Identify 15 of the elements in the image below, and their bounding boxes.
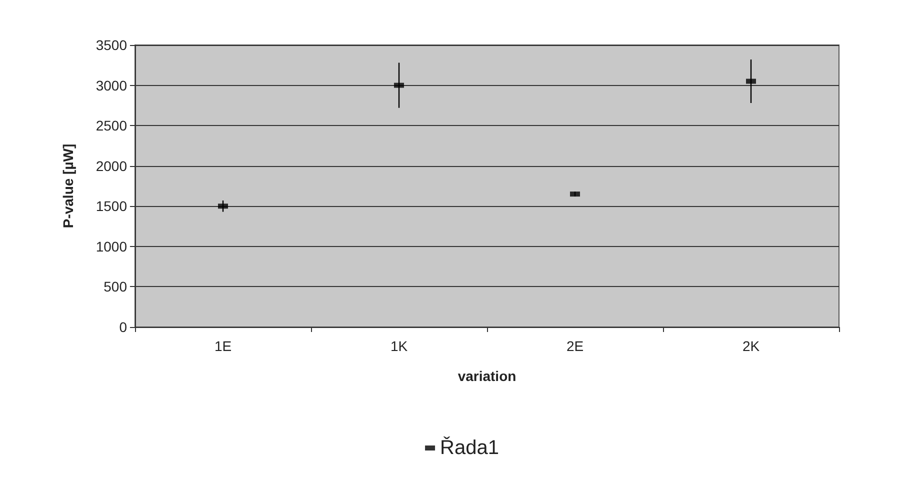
- x-tick-label: 1E: [214, 338, 232, 354]
- x-tick-label: 2K: [742, 338, 760, 354]
- legend-label: Řada1: [440, 436, 499, 459]
- x-axis-title: variation: [458, 368, 516, 384]
- y-tick-label: 3000: [96, 77, 128, 94]
- y-tick-label: 3500: [96, 37, 128, 53]
- y-tick-label: 2500: [96, 118, 128, 134]
- x-tick-label: 2E: [566, 338, 584, 354]
- y-tick-label: 1500: [96, 198, 128, 214]
- y-tick-label: 500: [104, 278, 128, 295]
- y-tick-label: 2000: [96, 158, 128, 174]
- y-tick-label: 0: [119, 319, 128, 335]
- y-tick-label: 1000: [96, 238, 128, 254]
- y-axis-title: P-value [µW]: [60, 144, 76, 228]
- x-tick-label: 1K: [390, 338, 408, 354]
